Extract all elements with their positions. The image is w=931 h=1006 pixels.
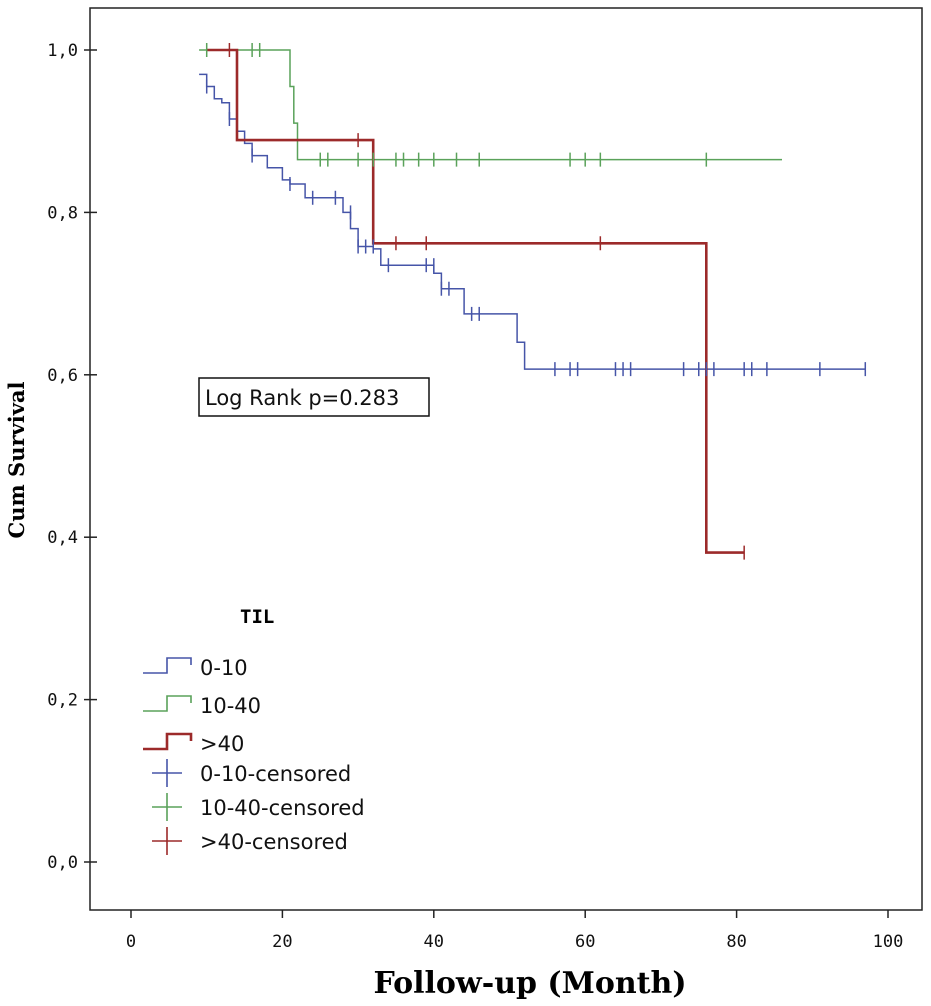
annotation-box	[198, 377, 430, 417]
censor-marks	[205, 43, 867, 560]
y-tick-label: 0,6	[47, 366, 78, 386]
legend-swatch-line-1	[143, 695, 192, 712]
x-tick-label: 40	[424, 932, 444, 952]
x-tick-label: 60	[575, 932, 595, 952]
legend-censored-label: >40-censored	[200, 830, 348, 854]
plot-frame	[89, 7, 923, 911]
legend: TIL 0-10 10-40 >40 0-10-censored 10-40-censo…	[143, 606, 365, 855]
legend-label: 10-40	[200, 694, 261, 718]
x-tick-label: 100	[873, 932, 904, 952]
y-tick-label: 0,8	[47, 203, 78, 223]
y-tick-label: 1,0	[47, 41, 78, 61]
series-line-1	[199, 49, 782, 161]
y-tick-label: 0,0	[47, 853, 78, 873]
legend-censored-label: 0-10-censored	[200, 762, 351, 786]
y-axis: 0,0 0,2 0,4 0,6 0,8 1,0	[47, 41, 97, 873]
legend-label: 0-10	[200, 656, 248, 680]
legend-title: TIL	[240, 606, 274, 628]
legend-label: >40	[200, 732, 244, 756]
y-tick-label: 0,2	[47, 691, 78, 711]
legend-swatch-line-0	[143, 657, 192, 674]
series-line-2	[206, 48, 745, 554]
x-axis-title: Follow-up (Month)	[373, 966, 686, 1001]
x-axis: 0 20 40 60 80 100	[126, 910, 903, 952]
x-tick-label: 0	[126, 932, 136, 952]
legend-censored-label: 10-40-censored	[200, 796, 365, 820]
log-rank-annotation: Log Rank p=0.283	[198, 377, 430, 417]
y-tick-label: 0,4	[47, 528, 78, 548]
y-axis-title: Cum Survival	[4, 381, 29, 538]
x-tick-label: 20	[272, 932, 292, 952]
x-tick-label: 80	[726, 932, 746, 952]
legend-swatch-line-2	[143, 732, 193, 751]
annotation-text: Log Rank p=0.283	[205, 386, 399, 410]
